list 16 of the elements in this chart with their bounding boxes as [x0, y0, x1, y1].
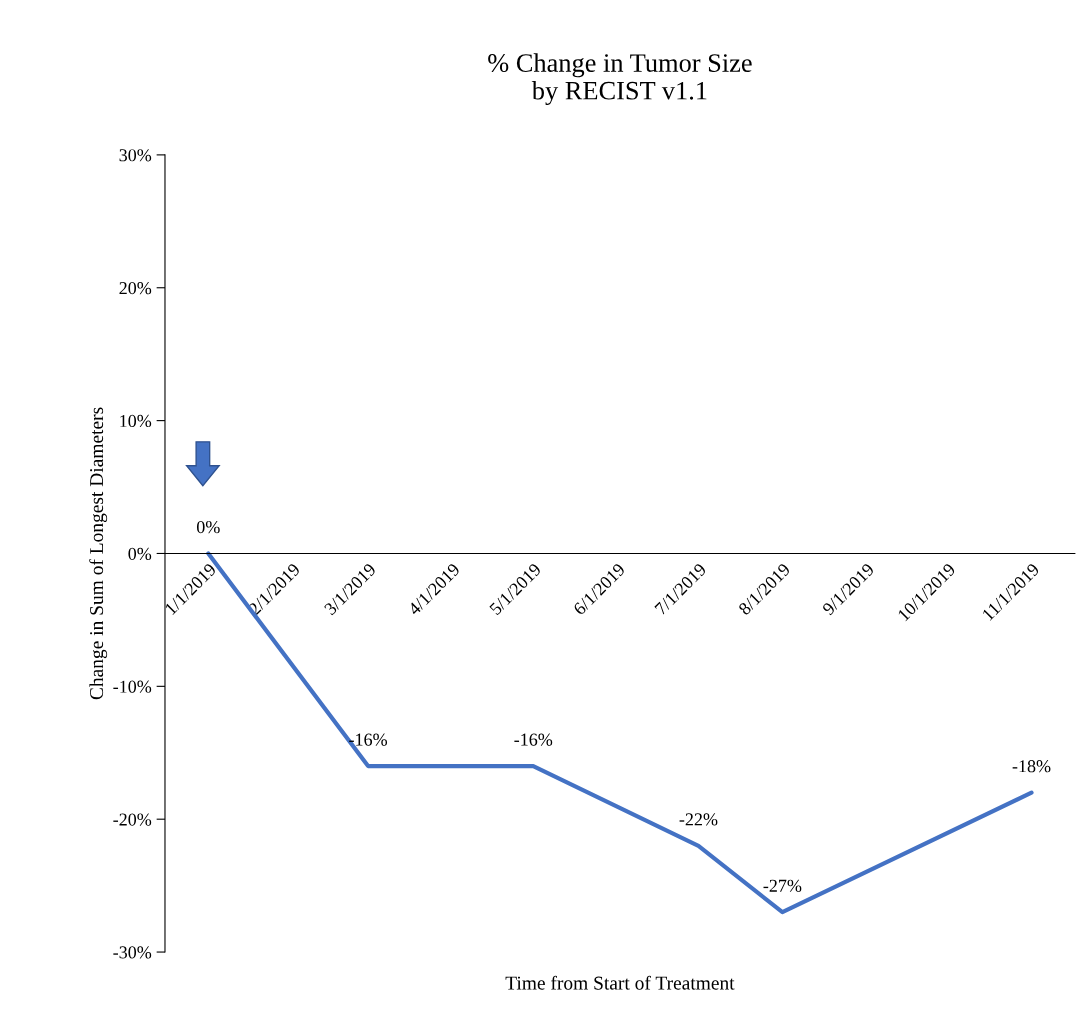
y-axis-title: Change in Sum of Longest Diameters — [89, 407, 108, 700]
y-tick-label: -20% — [113, 813, 152, 826]
data-label: -16% — [349, 733, 388, 746]
data-label: -27% — [763, 879, 802, 892]
data-label: -18% — [1012, 760, 1051, 773]
y-tick-label: 10% — [120, 414, 152, 428]
x-axis-title: Time from Start of Treatment — [505, 975, 735, 990]
chart-title: % Change in Tumor Size by RECIST v1.1 — [488, 53, 752, 106]
y-tick-label: -30% — [113, 946, 152, 959]
y-tick-label: 0% — [128, 547, 152, 560]
data-label: 0% — [196, 520, 220, 534]
y-tick-label: 20% — [119, 282, 152, 295]
data-label: -16% — [514, 733, 553, 746]
data-label: -22% — [679, 813, 718, 826]
y-tick-label: 30% — [119, 149, 152, 162]
y-tick-label: -10% — [113, 680, 152, 693]
